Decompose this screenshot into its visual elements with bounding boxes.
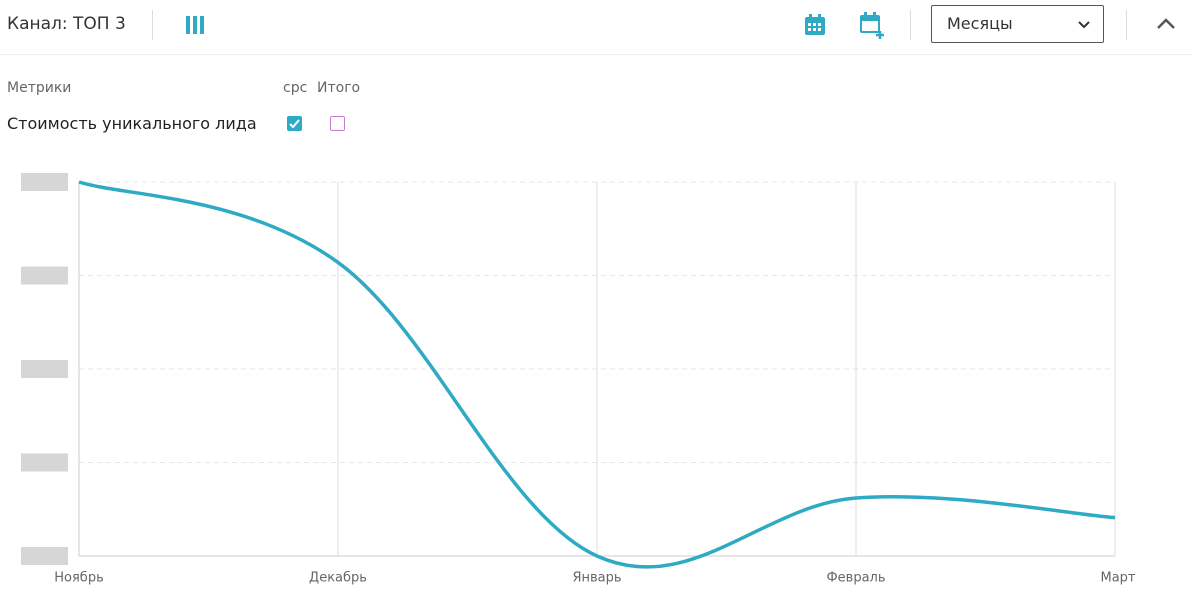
x-tick-label: Март [1100,571,1135,586]
x-tick-label: Январь [572,571,621,586]
separator [1126,10,1127,40]
redacted-y-tick-label [21,547,68,565]
toolbar: Канал: ТОП 3 Месяцы [0,0,1191,55]
x-tick-label: Ноябрь [54,571,103,586]
metric-name: Стоимость уникального лида [7,114,257,133]
metrics-label: Метрики [7,80,72,96]
dropdown-arrow [1078,21,1090,29]
redacted-y-tick-label [21,453,68,472]
redacted-y-tick-label [21,360,68,378]
calendar-add-button[interactable] [859,12,887,40]
period-select[interactable]: Месяцы [931,5,1104,43]
calendar-button[interactable] [804,14,826,36]
period-value: Месяцы [947,14,1013,33]
collapse-button[interactable] [1156,16,1176,32]
columns-button[interactable] [184,14,206,36]
x-tick-label: Февраль [826,571,885,586]
redacted-y-tick-label [21,173,68,191]
redacted-y-tick-label [21,266,68,285]
chart: Ноябрь Декабрь Январь Февраль Март [21,173,1136,586]
column-label: Итого [317,80,361,96]
checkbox[interactable] [287,116,302,131]
x-tick-label: Декабрь [309,571,367,586]
data-line [78,180,1116,569]
channel-title: Канал: ТОП 3 [7,14,126,34]
separator [910,10,911,40]
checkbox[interactable] [330,116,345,131]
column-label: cpc [283,80,308,96]
separator [152,10,153,40]
